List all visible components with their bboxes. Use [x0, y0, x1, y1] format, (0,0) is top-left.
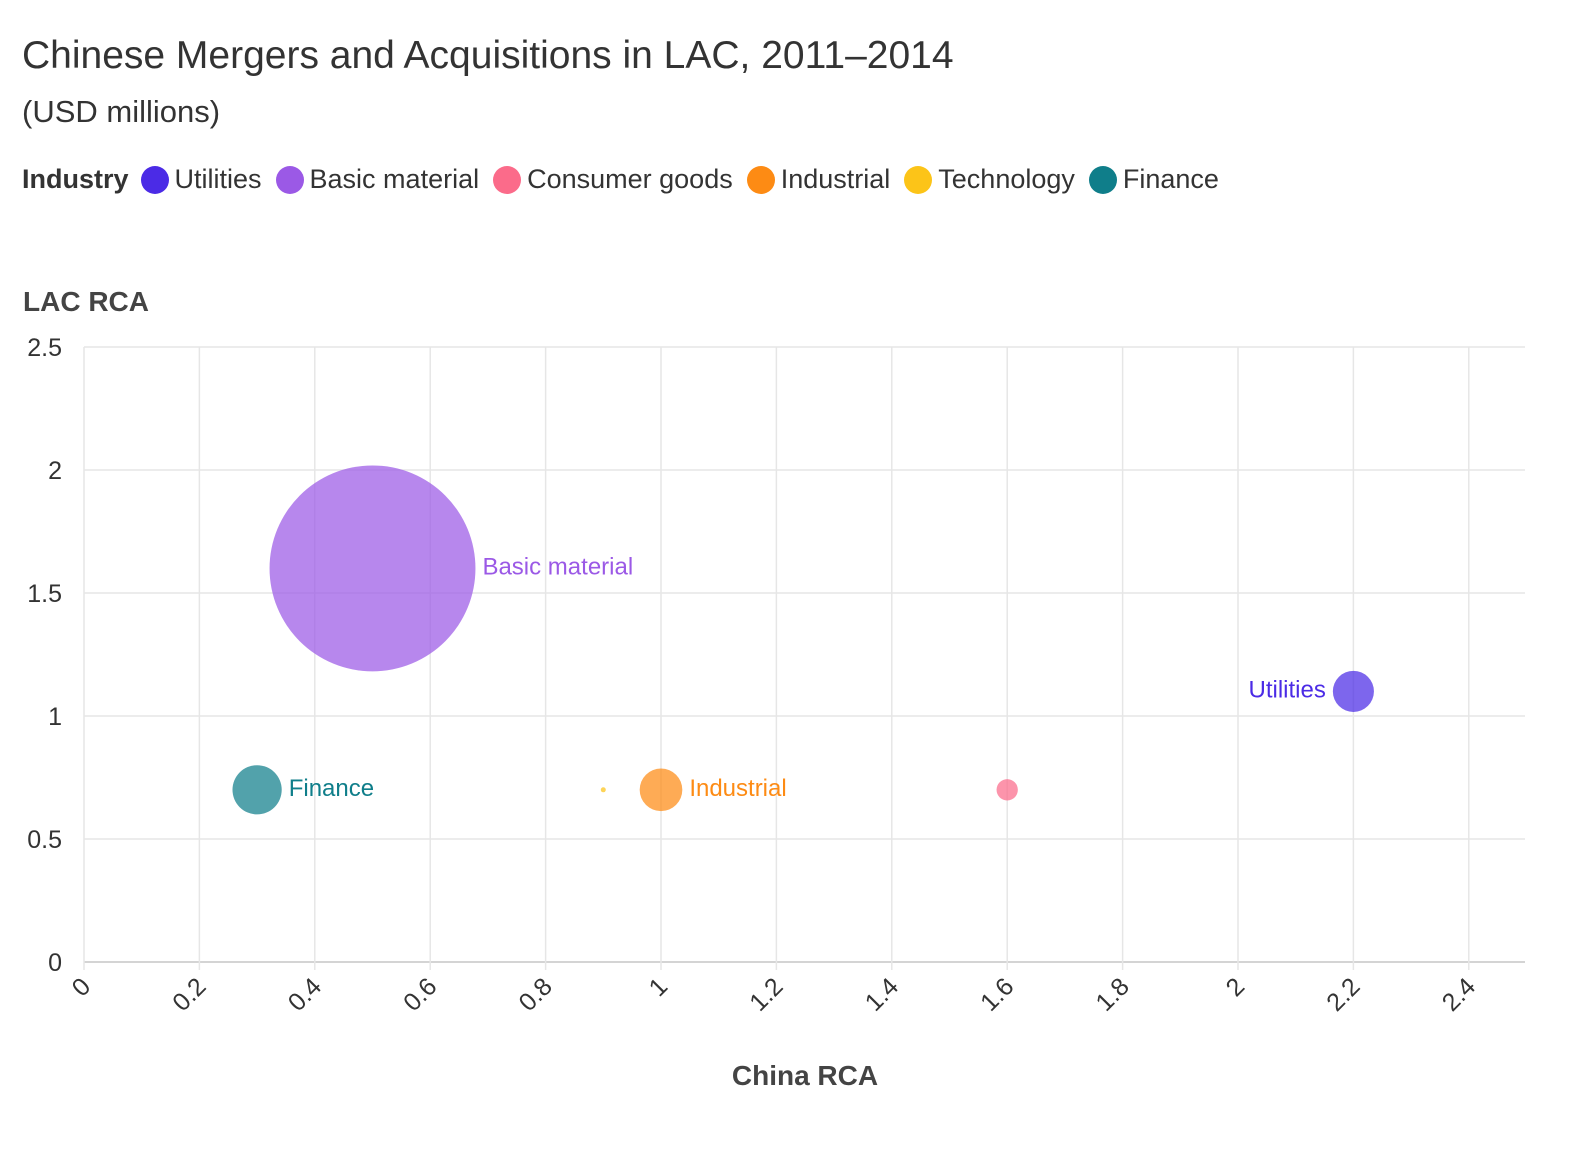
y-tick-label: 0.5 — [27, 826, 62, 854]
x-tick-label: 1.6 — [975, 972, 1019, 1016]
y-tick-label: 1.5 — [27, 580, 62, 608]
point-label-basic-material: Basic material — [482, 553, 633, 580]
chart-subtitle: (USD millions) — [22, 94, 221, 129]
legend-swatch-technology — [904, 165, 933, 194]
x-tick-label: 1.4 — [860, 972, 904, 1016]
legend-item-industrial[interactable]: Industrial — [746, 164, 891, 195]
point-label-utilities: Utilities — [1249, 676, 1326, 703]
legend-label-basic-material: Basic material — [309, 164, 480, 194]
legend-swatch-basic-material — [275, 165, 304, 194]
x-tick-label: 1.8 — [1090, 972, 1134, 1016]
bubbles — [232, 465, 1374, 815]
x-tick-label: 2.2 — [1321, 972, 1365, 1016]
point-labels: Utilities Basic material Industrial Finance — [289, 553, 1326, 801]
legend-item-basic-material[interactable]: Basic material — [275, 164, 480, 195]
legend-item-finance[interactable]: Finance — [1088, 164, 1219, 195]
bubble-technology[interactable] — [600, 787, 606, 793]
legend-item-consumer-goods[interactable]: Consumer goods — [493, 164, 733, 195]
legend-swatch-finance — [1088, 165, 1117, 194]
x-tick-label: 1 — [644, 972, 674, 1002]
bubble-consumer-goods[interactable] — [996, 779, 1018, 801]
chart-title: Chinese Mergers and Acquisitions in LAC,… — [22, 34, 954, 77]
bubble-utilities[interactable] — [1332, 670, 1374, 712]
legend-label-industrial: Industrial — [780, 164, 891, 194]
x-tick-label: 2 — [1221, 972, 1251, 1002]
legend-swatch-industrial — [746, 165, 775, 194]
legend-swatch-utilities — [140, 165, 169, 194]
legend-label-technology: Technology — [938, 164, 1075, 194]
x-tick-label: 0.4 — [283, 972, 327, 1016]
legend-swatch-consumer-goods — [493, 165, 522, 194]
bubble-basic-material[interactable] — [269, 465, 476, 672]
legend-label-finance: Finance — [1122, 164, 1219, 194]
x-tick-label: 2.4 — [1437, 972, 1481, 1016]
legend-item-utilities[interactable]: Utilities — [140, 164, 262, 195]
legend-label-consumer-goods: Consumer goods — [527, 164, 733, 194]
point-label-industrial: Industrial — [689, 775, 786, 802]
y-tick-label: 1 — [48, 703, 62, 731]
legend-item-technology[interactable]: Technology — [904, 164, 1075, 195]
y-axis-title: LAC RCA — [23, 286, 149, 317]
bubble-finance[interactable] — [232, 765, 282, 815]
y-tick-label: 2.5 — [27, 334, 62, 362]
grid — [83, 346, 1525, 970]
x-tick-label: 0 — [67, 972, 97, 1002]
x-tick-label: 0.6 — [398, 972, 442, 1016]
x-axis-title: China RCA — [732, 1060, 878, 1091]
y-tick-label: 0 — [48, 949, 62, 977]
y-tick-label: 2 — [48, 457, 62, 485]
x-tick-label: 0.8 — [513, 972, 557, 1016]
x-tick-label: 1.2 — [744, 972, 788, 1016]
bubble-industrial[interactable] — [639, 768, 683, 812]
legend-label-utilities: Utilities — [174, 164, 262, 194]
legend: Industry Utilities Basic material Consum… — [22, 164, 1233, 195]
legend-title: Industry — [22, 164, 129, 194]
x-tick-label: 0.2 — [167, 972, 211, 1016]
point-label-finance: Finance — [289, 775, 374, 802]
